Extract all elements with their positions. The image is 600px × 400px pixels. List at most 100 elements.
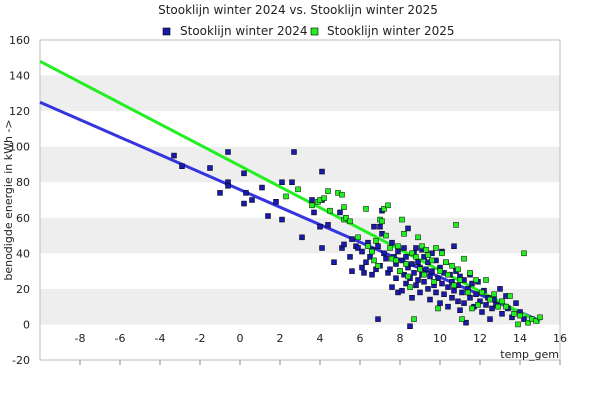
data-point	[467, 270, 473, 276]
chart-title: Stooklijn winter 2024 vs. Stooklijn wint…	[158, 3, 438, 17]
data-point	[525, 319, 531, 326]
data-point	[341, 241, 347, 248]
data-point	[399, 287, 405, 294]
data-point	[403, 254, 409, 260]
data-point	[373, 238, 379, 244]
data-point	[369, 271, 375, 278]
data-point	[347, 218, 353, 225]
data-point	[383, 255, 389, 262]
data-point	[327, 207, 333, 214]
grid-bands	[40, 75, 560, 325]
x-tick-label: -4	[155, 332, 166, 345]
data-point	[387, 266, 393, 273]
data-point	[429, 257, 435, 264]
data-point	[479, 309, 485, 315]
data-point	[467, 295, 473, 301]
data-point	[241, 200, 247, 207]
data-point	[415, 259, 421, 265]
data-point	[347, 254, 353, 260]
data-point	[355, 245, 361, 251]
data-point	[393, 275, 399, 281]
y-axis: -20 0 20 40 60 80 100 120 140 160	[9, 34, 30, 367]
data-point	[389, 284, 395, 290]
data-point	[451, 287, 457, 294]
data-point	[393, 257, 399, 264]
data-point	[409, 250, 415, 257]
data-point	[473, 277, 479, 283]
data-point	[331, 259, 337, 265]
data-point	[409, 261, 415, 267]
data-point	[499, 298, 505, 305]
data-point	[367, 254, 373, 260]
legend-label-2025: Stooklijn winter 2025	[327, 24, 455, 38]
data-point	[503, 303, 509, 310]
data-point	[381, 250, 387, 257]
x-tick-label: 16	[553, 332, 567, 345]
data-point	[445, 284, 451, 290]
data-point	[461, 300, 467, 306]
data-point	[291, 149, 297, 155]
data-point	[473, 291, 479, 297]
data-point	[395, 243, 401, 249]
x-tick-label: 8	[397, 332, 404, 345]
data-point	[371, 223, 377, 230]
y-tick-label: 120	[9, 105, 30, 118]
data-point	[433, 245, 439, 251]
data-point	[421, 271, 427, 278]
legend-swatch-2025	[310, 27, 319, 36]
data-point	[487, 296, 493, 303]
data-point	[317, 223, 323, 230]
data-point	[407, 284, 413, 290]
data-point	[399, 257, 405, 264]
data-point	[311, 209, 317, 216]
data-point	[533, 318, 539, 324]
data-point	[319, 245, 325, 251]
data-point	[377, 223, 383, 230]
data-point	[407, 323, 413, 329]
data-point	[401, 231, 407, 237]
data-point	[421, 279, 427, 285]
data-point	[457, 277, 463, 283]
data-point	[249, 197, 255, 203]
data-point	[179, 163, 185, 169]
data-point	[279, 179, 285, 185]
data-point	[309, 197, 315, 203]
data-point	[487, 316, 493, 322]
data-point	[435, 305, 441, 312]
data-point	[499, 311, 505, 317]
data-point	[401, 245, 407, 251]
legend-label-2024: Stooklijn winter 2024	[180, 24, 308, 38]
x-tick-label: -6	[115, 332, 126, 345]
data-point	[461, 255, 467, 262]
data-point	[283, 193, 289, 200]
data-point	[463, 319, 469, 326]
data-point	[381, 206, 387, 212]
x-tick-label: -2	[195, 332, 206, 345]
data-point	[241, 170, 247, 177]
data-point	[361, 270, 367, 276]
data-point	[411, 316, 417, 322]
data-point	[397, 268, 403, 274]
x-tick-label: -8	[75, 332, 86, 345]
data-point	[437, 268, 443, 274]
legend-swatch-2024	[162, 27, 171, 36]
data-point	[321, 195, 327, 201]
data-point	[417, 266, 423, 273]
data-point	[449, 263, 455, 269]
grid-band	[40, 146, 560, 183]
data-point	[475, 302, 481, 308]
data-point	[279, 216, 285, 223]
y-tick-label: 100	[9, 141, 30, 154]
data-point	[439, 280, 445, 287]
data-point	[495, 303, 501, 310]
data-point	[339, 191, 345, 198]
data-point	[385, 202, 391, 209]
data-point	[469, 280, 475, 287]
data-point	[413, 245, 419, 251]
data-point	[319, 168, 325, 175]
data-point	[415, 234, 421, 241]
y-tick-label: 20	[16, 283, 30, 296]
data-point	[419, 243, 425, 249]
data-point	[225, 149, 231, 155]
